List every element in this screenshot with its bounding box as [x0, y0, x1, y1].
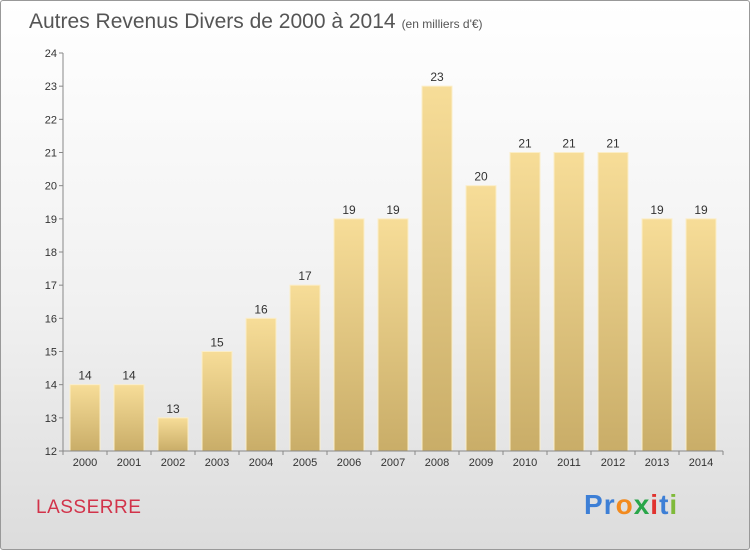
bar-2007 [377, 218, 409, 452]
bar-2004 [245, 317, 277, 452]
title-text: Autres Revenus Divers de 2000 à 2014 [29, 10, 396, 33]
x-tick-label-2013: 2013 [645, 457, 669, 469]
subtitle-text: (en milliers d'€) [401, 17, 483, 31]
data-label-2004: 16 [254, 302, 268, 316]
x-tick-label-2007: 2007 [381, 457, 405, 469]
bar-2005 [289, 284, 321, 452]
data-label-2010: 21 [518, 137, 532, 151]
bar-2011 [553, 152, 585, 452]
x-tick-label-2014: 2014 [689, 457, 713, 469]
y-tick-label-17: 17 [45, 280, 57, 292]
data-label-2008: 23 [430, 70, 444, 84]
data-label-2005: 17 [298, 269, 312, 283]
logo-letter: P [584, 489, 604, 520]
x-tick-label-2005: 2005 [293, 457, 317, 469]
logo-letter: i [650, 489, 660, 520]
data-label-2006: 19 [342, 203, 356, 217]
data-label-2000: 14 [78, 369, 92, 383]
bar-2014 [685, 218, 717, 452]
y-tick-label-13: 13 [45, 413, 57, 425]
bar-2006 [333, 218, 365, 452]
x-tick-label-2004: 2004 [249, 457, 273, 469]
x-tick-label-2010: 2010 [513, 457, 537, 469]
y-tick-label-18: 18 [45, 247, 57, 259]
data-label-2013: 19 [650, 203, 664, 217]
chart-title: Autres Revenus Divers de 2000 à 2014 (en … [29, 10, 483, 34]
y-tick-label-24: 24 [45, 48, 57, 60]
x-tick-label-2003: 2003 [205, 457, 229, 469]
y-tick-label-23: 23 [45, 81, 57, 93]
proxiti-logo[interactable]: Proxiti [584, 489, 678, 521]
bar-2003 [201, 351, 233, 452]
bars-group: 14 14 13 15 16 17 19 19 23 20 21 21 21 19 19 [69, 70, 717, 452]
logo-letter: r [603, 489, 616, 520]
x-tick-label-2008: 2008 [425, 457, 449, 469]
y-tick-label-14: 14 [45, 380, 57, 392]
data-label-2007: 19 [386, 203, 400, 217]
data-label-2003: 15 [210, 336, 224, 350]
y-tick-label-12: 12 [45, 446, 57, 458]
data-label-2009: 20 [474, 170, 488, 184]
y-tick-label-15: 15 [45, 347, 57, 359]
data-label-2012: 21 [606, 137, 620, 151]
bar-2000 [69, 384, 101, 452]
x-tick-label-2002: 2002 [161, 457, 185, 469]
data-label-2001: 14 [122, 369, 136, 383]
bar-2013 [641, 218, 673, 452]
bar-2001 [113, 384, 145, 452]
data-label-2002: 13 [166, 402, 180, 416]
y-tick-label-16: 16 [45, 313, 57, 325]
y-tick-label-20: 20 [45, 181, 57, 193]
bar-2012 [597, 152, 629, 452]
bar-2010 [509, 152, 541, 452]
x-tick-label-2000: 2000 [73, 457, 97, 469]
logo-letter: x [633, 489, 651, 520]
logo-letter: o [615, 489, 634, 520]
y-tick-label-21: 21 [45, 148, 57, 160]
x-tick-label-2006: 2006 [337, 457, 361, 469]
logo-letter: t [659, 489, 670, 520]
x-tick-label-2012: 2012 [601, 457, 625, 469]
bar-2009 [465, 185, 497, 452]
x-tick-label-2011: 2011 [557, 457, 581, 469]
x-tick-label-2009: 2009 [469, 457, 493, 469]
x-tick-label-2001: 2001 [117, 457, 141, 469]
y-tick-label-22: 22 [45, 114, 57, 126]
axes-group: 2000 2001 2002 2003 2004 2005 2006 2007 2008 2009… [45, 48, 724, 469]
y-tick-label-19: 19 [45, 214, 57, 226]
town-name: LASSERRE [36, 497, 142, 518]
bar-2002 [157, 417, 189, 452]
bar-2008 [421, 85, 453, 452]
data-label-2014: 19 [694, 203, 708, 217]
data-label-2011: 21 [562, 137, 576, 151]
logo-letter: i [669, 489, 679, 520]
